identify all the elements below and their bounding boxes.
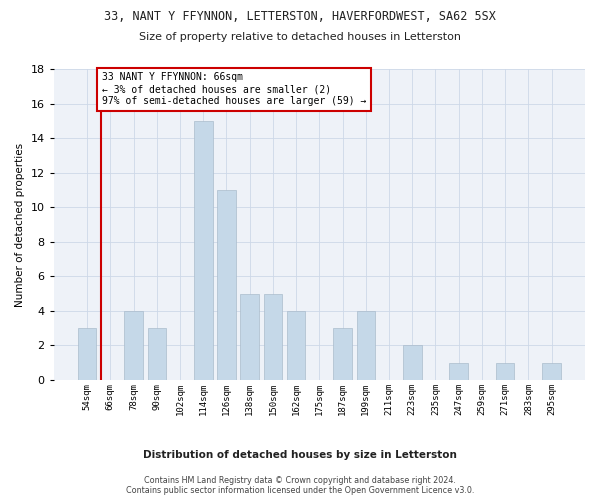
Bar — [241, 294, 259, 380]
Bar — [449, 362, 468, 380]
Bar — [124, 311, 143, 380]
Text: 33 NANT Y FFYNNON: 66sqm
← 3% of detached houses are smaller (2)
97% of semi-det: 33 NANT Y FFYNNON: 66sqm ← 3% of detache… — [102, 72, 367, 106]
Text: Distribution of detached houses by size in Letterston: Distribution of detached houses by size … — [143, 450, 457, 460]
Text: 33, NANT Y FFYNNON, LETTERSTON, HAVERFORDWEST, SA62 5SX: 33, NANT Y FFYNNON, LETTERSTON, HAVERFOR… — [104, 10, 496, 23]
Bar — [287, 311, 305, 380]
Bar — [148, 328, 166, 380]
Bar — [356, 311, 375, 380]
Bar — [333, 328, 352, 380]
Bar — [194, 121, 212, 380]
Bar — [263, 294, 282, 380]
Bar — [78, 328, 97, 380]
Bar — [403, 346, 422, 380]
Bar — [496, 362, 514, 380]
Text: Contains HM Land Registry data © Crown copyright and database right 2024.
Contai: Contains HM Land Registry data © Crown c… — [126, 476, 474, 495]
Y-axis label: Number of detached properties: Number of detached properties — [15, 142, 25, 306]
Bar — [542, 362, 561, 380]
Text: Size of property relative to detached houses in Letterston: Size of property relative to detached ho… — [139, 32, 461, 42]
Bar — [217, 190, 236, 380]
